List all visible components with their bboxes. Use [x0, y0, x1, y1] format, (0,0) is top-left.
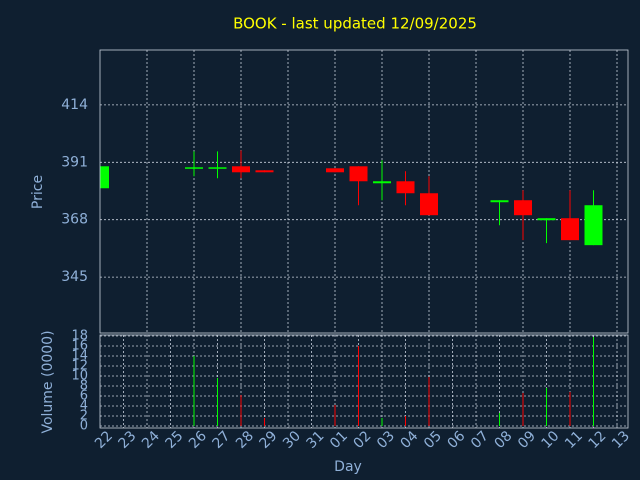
volume-plot	[100, 335, 628, 428]
price-plot	[100, 50, 628, 333]
candle-body	[514, 200, 532, 216]
y-tick-label: 12	[71, 359, 88, 374]
y-tick-label: 391	[61, 154, 88, 170]
candle-body	[349, 166, 368, 182]
y-axis-label: Volume (0000)	[40, 330, 56, 433]
y-tick-label: 10	[71, 369, 88, 384]
y-tick-label: 8	[80, 379, 88, 394]
y-tick-label: 16	[71, 339, 88, 354]
candle-body	[373, 181, 391, 184]
candle-body	[420, 193, 438, 216]
candle-body	[255, 170, 274, 173]
chart-title: BOOK - last updated 12/09/2025	[233, 15, 477, 33]
candle-body	[537, 218, 556, 221]
y-tick-label: 6	[80, 389, 88, 404]
y-axis-label: Price	[30, 175, 46, 209]
price-frame	[99, 49, 629, 334]
candle-body	[232, 166, 250, 173]
candle-body	[326, 168, 344, 173]
candle-body	[396, 181, 415, 194]
y-tick-label: 2	[80, 409, 88, 424]
candle-body	[490, 200, 509, 203]
candle-body	[185, 167, 203, 169]
x-axis-label: Day	[334, 459, 362, 475]
candle-body	[100, 166, 109, 189]
y-tick-label: 414	[61, 97, 88, 113]
y-tick-label: 4	[80, 399, 88, 414]
y-tick-label: 0	[80, 419, 88, 434]
candle-body	[208, 167, 227, 169]
volume-frame	[99, 334, 629, 429]
y-tick-label: 368	[61, 212, 88, 228]
y-tick-label: 18	[71, 329, 88, 344]
candle-body	[584, 205, 603, 246]
y-tick-label: 345	[61, 269, 88, 285]
candle-body	[561, 218, 579, 241]
y-tick-label: 14	[71, 349, 88, 364]
